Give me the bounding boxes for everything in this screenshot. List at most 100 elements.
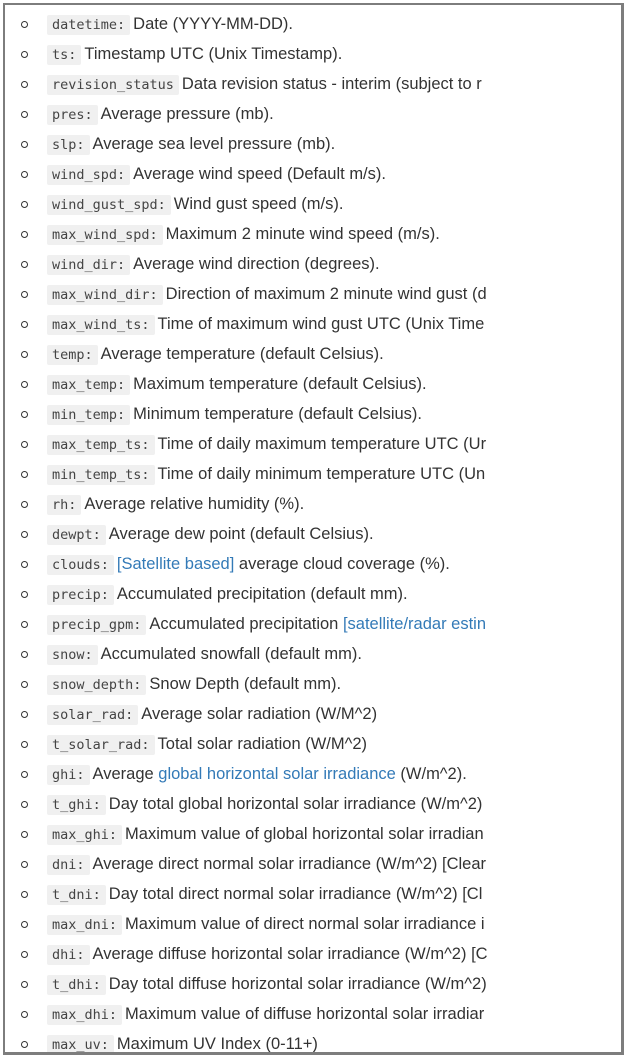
field-name: precip: xyxy=(47,585,114,605)
field-name: pres: xyxy=(47,105,98,125)
field-item: temp: Average temperature (default Celsiu… xyxy=(5,339,488,369)
field-name: max_ghi: xyxy=(47,825,123,845)
field-description: Day total direct normal solar irradiance… xyxy=(108,885,483,903)
field-item: max_wind_dir: Direction of maximum 2 minu… xyxy=(5,279,488,309)
field-name: max_temp_ts: xyxy=(47,435,155,455)
field-description: Accumulated precipitation (default mm). xyxy=(116,585,408,603)
field-item: revision_status Data revision status - in… xyxy=(5,69,488,99)
field-name: t_solar_rad: xyxy=(47,735,155,755)
field-item: datetime: Date (YYYY-MM-DD). xyxy=(5,9,488,39)
field-description: Average temperature (default Celsius). xyxy=(100,345,384,363)
field-name: max_dhi: xyxy=(47,1005,123,1025)
field-description: Average xyxy=(92,765,159,783)
field-item: rh: Average relative humidity (%). xyxy=(5,489,488,519)
field-description: Timestamp UTC (Unix Timestamp). xyxy=(84,45,343,63)
field-name: min_temp: xyxy=(47,405,131,425)
field-item: max_temp_ts: Time of daily maximum temper… xyxy=(5,429,488,459)
field-item: max_dhi: Maximum value of diffuse horizon… xyxy=(5,999,488,1029)
field-description: Day total global horizontal solar irradi… xyxy=(108,795,483,813)
field-name: ts: xyxy=(47,45,82,65)
field-name: max_wind_spd: xyxy=(47,225,163,245)
field-item: max_ghi: Maximum value of global horizont… xyxy=(5,819,488,849)
field-description: Minimum temperature (default Celsius). xyxy=(133,405,423,423)
field-item: solar_rad: Average solar radiation (W/M^2… xyxy=(5,699,488,729)
field-item: snow_depth: Snow Depth (default mm). xyxy=(5,669,488,699)
field-item: t_dni: Day total direct normal solar irra… xyxy=(5,879,488,909)
field-description: Maximum 2 minute wind speed (m/s). xyxy=(165,225,440,243)
field-name: dewpt: xyxy=(47,525,106,545)
field-item: max_wind_spd: Maximum 2 minute wind speed… xyxy=(5,219,488,249)
field-name: snow_depth: xyxy=(47,675,147,695)
field-description: Maximum UV Index (0-11+) xyxy=(116,1035,318,1053)
field-item: pres: Average pressure (mb). xyxy=(5,99,488,129)
field-name: precip_gpm: xyxy=(47,615,147,635)
field-description: Average relative humidity (%). xyxy=(84,495,305,513)
field-item: clouds: [Satellite based] average cloud c… xyxy=(5,549,488,579)
field-name: t_dni: xyxy=(47,885,106,905)
field-name: dhi: xyxy=(47,945,90,965)
field-name: wind_spd: xyxy=(47,165,131,185)
field-item: min_temp_ts: Time of daily minimum temper… xyxy=(5,459,488,489)
field-name: clouds: xyxy=(47,555,114,575)
field-description: Time of daily maximum temperature UTC (U… xyxy=(157,435,487,453)
field-item: slp: Average sea level pressure (mb). xyxy=(5,129,488,159)
field-item: t_ghi: Day total global horizontal solar … xyxy=(5,789,488,819)
field-name: dni: xyxy=(47,855,90,875)
field-item: dewpt: Average dew point (default Celsius… xyxy=(5,519,488,549)
field-name: solar_rad: xyxy=(47,705,139,725)
field-item: precip: Accumulated precipitation (defaul… xyxy=(5,579,488,609)
field-description: Direction of maximum 2 minute wind gust … xyxy=(165,285,487,303)
field-item: dni: Average direct normal solar irradian… xyxy=(5,849,488,879)
field-name: max_temp: xyxy=(47,375,131,395)
field-description: Date (YYYY-MM-DD). xyxy=(133,15,293,33)
field-item: max_dni: Maximum value of direct normal s… xyxy=(5,909,488,939)
field-item: min_temp: Minimum temperature (default Ce… xyxy=(5,399,488,429)
field-name: max_uv: xyxy=(47,1035,114,1052)
field-description: Maximum temperature (default Celsius). xyxy=(133,375,427,393)
field-description: Accumulated precipitation xyxy=(149,615,343,633)
field-description-link[interactable]: [Satellite based] xyxy=(116,555,235,573)
field-description: Accumulated snowfall (default mm). xyxy=(100,645,362,663)
field-item: precip_gpm: Accumulated precipitation [sa… xyxy=(5,609,488,639)
field-name: datetime: xyxy=(47,15,131,35)
field-item: wind_dir: Average wind direction (degrees… xyxy=(5,249,488,279)
field-item: ghi: Average global horizontal solar irra… xyxy=(5,759,488,789)
field-description: Average pressure (mb). xyxy=(100,105,274,123)
field-description: Data revision status - interim (subject … xyxy=(181,75,482,93)
field-description: Average wind speed (Default m/s). xyxy=(133,165,386,183)
field-list: datetime: Date (YYYY-MM-DD). ts: Timestamp … xyxy=(5,9,488,1053)
field-item: t_dhi: Day total diffuse horizontal solar… xyxy=(5,969,488,999)
field-description: Snow Depth (default mm). xyxy=(149,675,342,693)
field-name: revision_status xyxy=(47,75,179,95)
field-item: t_solar_rad: Total solar radiation (W/M^2… xyxy=(5,729,488,759)
field-name: max_wind_dir: xyxy=(47,285,163,305)
field-name: ghi: xyxy=(47,765,90,785)
field-name: rh: xyxy=(47,495,82,515)
field-name: max_wind_ts: xyxy=(47,315,155,335)
field-item: wind_spd: Average wind speed (Default m/s… xyxy=(5,159,488,189)
field-name: max_dni: xyxy=(47,915,123,935)
field-item: snow: Accumulated snowfall (default mm). xyxy=(5,639,488,669)
field-item: dhi: Average diffuse horizontal solar irr… xyxy=(5,939,488,969)
field-description-link[interactable]: [satellite/radar estin xyxy=(342,615,487,633)
field-item: max_wind_ts: Time of maximum wind gust UT… xyxy=(5,309,488,339)
field-name: slp: xyxy=(47,135,90,155)
field-description: average cloud coverage (%). xyxy=(234,555,450,573)
field-description: (W/m^2). xyxy=(395,765,467,783)
field-item: max_temp: Maximum temperature (default Ce… xyxy=(5,369,488,399)
field-description-link[interactable]: global horizontal solar irradiance xyxy=(158,765,396,783)
field-name: t_dhi: xyxy=(47,975,106,995)
field-name: wind_gust_spd: xyxy=(47,195,171,215)
field-item: ts: Timestamp UTC (Unix Timestamp). xyxy=(5,39,488,69)
field-description: Maximum value of global horizontal solar… xyxy=(125,825,484,843)
field-name: min_temp_ts: xyxy=(47,465,155,485)
field-name: snow: xyxy=(47,645,98,665)
field-description: Average wind direction (degrees). xyxy=(133,255,380,273)
field-description: Wind gust speed (m/s). xyxy=(173,195,344,213)
field-description: Average sea level pressure (mb). xyxy=(92,135,336,153)
field-description: Average solar radiation (W/M^2) xyxy=(141,705,378,723)
field-name: t_ghi: xyxy=(47,795,106,815)
field-description: Total solar radiation (W/M^2) xyxy=(157,735,368,753)
documentation-panel: datetime: Date (YYYY-MM-DD). ts: Timestamp … xyxy=(3,3,624,1055)
field-description: Time of maximum wind gust UTC (Unix Time xyxy=(157,315,485,333)
